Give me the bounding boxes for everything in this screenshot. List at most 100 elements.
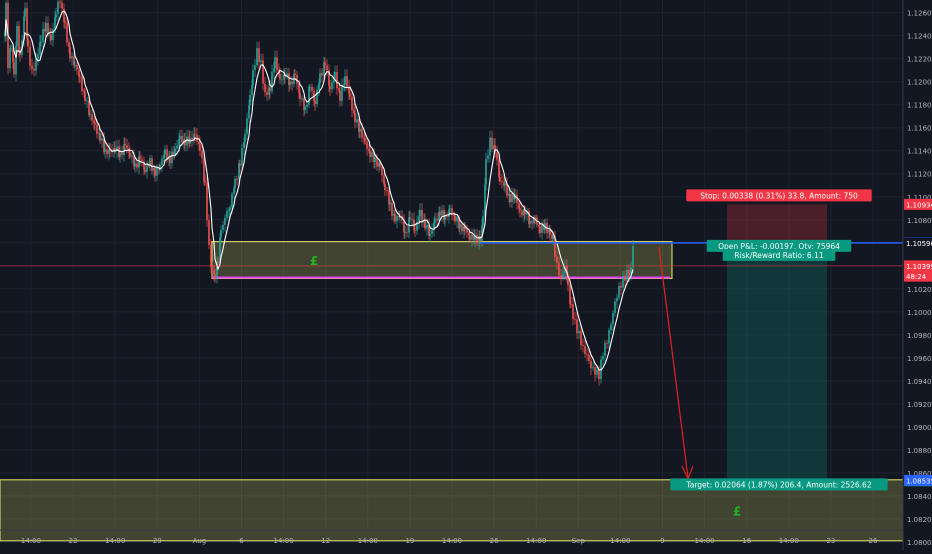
candle-body <box>35 59 37 71</box>
position-tool[interactable] <box>727 204 827 481</box>
candle-body <box>71 56 73 59</box>
candle-body <box>449 208 451 210</box>
candle-body <box>266 92 268 95</box>
candle-body <box>366 141 368 149</box>
candle-body <box>229 207 231 210</box>
candle-body <box>419 210 421 217</box>
y-tick-label: 1.08000 <box>907 539 932 547</box>
candle-body <box>576 319 578 334</box>
candle-body <box>453 214 455 216</box>
candle-body <box>394 213 396 222</box>
x-tick-label: 14:00 <box>21 537 41 545</box>
candle-body <box>139 156 141 160</box>
risk-reward-label: Risk/Reward Ratio: 6.11 <box>734 251 823 260</box>
candle-body <box>126 145 128 149</box>
candle-body <box>526 211 528 215</box>
candle-body <box>171 151 173 164</box>
candle-body <box>329 86 331 90</box>
candle-body <box>159 164 161 169</box>
candle-body <box>489 137 491 156</box>
candle-body <box>523 209 525 216</box>
candle-body <box>333 77 335 83</box>
candle-body <box>389 202 391 205</box>
candle-body <box>469 235 471 240</box>
candle-body <box>271 71 273 92</box>
target-label-box <box>670 478 888 491</box>
candle-body <box>156 166 158 176</box>
candle-body <box>274 57 276 69</box>
price-axis[interactable]: 1.12600 1.12400 1.12200 1.12000 1.11800 1.116… <box>902 0 932 550</box>
candle-body <box>404 231 406 233</box>
candle-body <box>414 230 416 231</box>
candle-body <box>602 355 604 360</box>
candle-body <box>398 216 400 217</box>
candle-body <box>252 70 254 85</box>
y-tick-label: 1.08800 <box>907 447 932 455</box>
candle-body <box>149 158 151 165</box>
candle-body <box>183 139 185 143</box>
candle-body <box>279 74 281 80</box>
zone-symbol: £ <box>733 504 741 518</box>
candle-body <box>572 304 574 319</box>
candle-body <box>193 134 195 141</box>
candle-body <box>388 191 390 205</box>
candle-body <box>451 208 453 215</box>
candle-body <box>66 22 68 43</box>
candle-body <box>33 68 35 71</box>
candle-body <box>249 95 251 106</box>
candle-body <box>211 267 213 271</box>
candle-body <box>121 152 123 155</box>
candle-body <box>288 73 290 86</box>
candle-body <box>94 123 96 125</box>
x-tick-label: Sep <box>572 537 586 545</box>
candle-body <box>106 149 108 154</box>
candle-body <box>239 163 241 166</box>
candle-body <box>224 218 226 225</box>
target-label: Target: 0.02064 (1.87%) 206.4, Amount: 2… <box>685 480 871 489</box>
candle-body <box>214 273 216 278</box>
candle-body <box>598 369 600 380</box>
candle-body <box>324 62 326 66</box>
x-tick-label: 14:00 <box>274 537 294 545</box>
price-tag: 1.08535 <box>906 477 932 485</box>
candle-body <box>154 167 156 176</box>
candle-body <box>269 87 271 92</box>
candle-body <box>29 46 31 66</box>
candle-body <box>498 159 500 178</box>
candle-body <box>57 1 59 15</box>
candle-body <box>296 75 298 84</box>
x-tick-label: 23 <box>826 537 835 545</box>
candle-body <box>114 148 116 152</box>
candle-body <box>262 60 264 84</box>
candle-body <box>220 229 222 238</box>
candle-body <box>236 178 238 180</box>
candle-body <box>549 230 551 235</box>
candle-body <box>439 211 441 216</box>
forecast-arrow-line <box>658 246 689 479</box>
candle-body <box>103 138 105 152</box>
candle-body <box>256 48 258 66</box>
time-axis[interactable]: 14:00 22 14:00 29 Aug 6 14:00 12 14:00 19 14:00 26 1… <box>0 529 903 545</box>
candle-body <box>79 76 81 78</box>
price-tag: 1.10596 <box>906 240 932 248</box>
candle-body <box>264 83 266 93</box>
candle-body <box>260 60 262 63</box>
zone-rect <box>211 241 673 279</box>
y-tick-label: 1.09400 <box>907 378 932 386</box>
x-tick-label: 9 <box>660 537 664 545</box>
candle-body <box>438 211 440 221</box>
y-tick-label: 1.09000 <box>907 424 932 432</box>
candle-body <box>424 220 426 229</box>
candle-body <box>258 48 260 63</box>
candle-body <box>393 213 395 216</box>
candle-body <box>208 220 210 245</box>
candle-body <box>519 208 521 211</box>
candle-body <box>42 28 44 42</box>
candle-body <box>384 183 386 191</box>
candle-body <box>98 133 100 135</box>
candle-body <box>194 134 196 136</box>
candle-body <box>166 149 168 160</box>
candle-body <box>511 193 513 203</box>
